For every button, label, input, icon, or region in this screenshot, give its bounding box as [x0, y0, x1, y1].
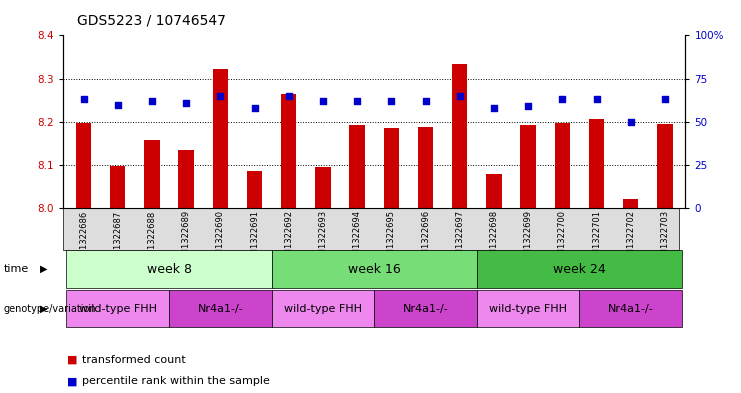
Bar	[144, 140, 159, 208]
Text: GSM1322691: GSM1322691	[250, 210, 259, 266]
Bar	[579, 290, 682, 327]
Point	[419, 98, 431, 104]
Bar	[169, 290, 272, 327]
Text: GSM1322694: GSM1322694	[353, 210, 362, 266]
Bar	[281, 94, 296, 208]
Text: wild-type FHH: wild-type FHH	[489, 303, 567, 314]
Bar	[272, 250, 476, 288]
Bar	[67, 250, 272, 288]
Bar	[315, 167, 330, 208]
Text: GSM1322687: GSM1322687	[113, 210, 122, 266]
Text: GSM1322693: GSM1322693	[319, 210, 328, 266]
Point	[180, 100, 192, 106]
Text: GSM1322689: GSM1322689	[182, 210, 190, 266]
Text: Nr4a1-/-: Nr4a1-/-	[402, 303, 448, 314]
Bar	[589, 119, 604, 208]
Text: week 24: week 24	[553, 263, 606, 276]
Text: Nr4a1-/-: Nr4a1-/-	[197, 303, 243, 314]
Bar	[476, 290, 579, 327]
Point	[625, 119, 637, 125]
Bar	[272, 290, 374, 327]
Text: ■: ■	[67, 376, 77, 386]
Bar	[520, 125, 536, 208]
Bar	[350, 125, 365, 208]
Bar	[623, 199, 639, 208]
Text: GSM1322686: GSM1322686	[79, 210, 88, 266]
Text: ▶: ▶	[40, 303, 47, 314]
Text: GSM1322698: GSM1322698	[489, 210, 499, 266]
Point	[283, 93, 295, 99]
Text: wild-type FHH: wild-type FHH	[284, 303, 362, 314]
Point	[248, 105, 260, 111]
Text: GSM1322696: GSM1322696	[421, 210, 430, 266]
Bar	[247, 171, 262, 208]
Bar	[452, 64, 468, 208]
Point	[556, 96, 568, 103]
Text: GSM1322690: GSM1322690	[216, 210, 225, 266]
Text: GSM1322692: GSM1322692	[285, 210, 293, 266]
Bar	[476, 250, 682, 288]
Text: GSM1322703: GSM1322703	[660, 210, 669, 266]
Text: transformed count: transformed count	[82, 354, 185, 365]
Point	[112, 101, 124, 108]
Bar	[110, 166, 125, 208]
Text: ▶: ▶	[40, 264, 47, 274]
Text: GSM1322697: GSM1322697	[455, 210, 464, 266]
Bar	[657, 124, 673, 208]
Text: wild-type FHH: wild-type FHH	[79, 303, 156, 314]
Bar	[76, 123, 91, 208]
Bar	[486, 174, 502, 208]
Text: GDS5223 / 10746547: GDS5223 / 10746547	[78, 13, 226, 28]
Point	[488, 105, 500, 111]
Text: Nr4a1-/-: Nr4a1-/-	[608, 303, 654, 314]
Text: GSM1322700: GSM1322700	[558, 210, 567, 266]
Bar	[384, 128, 399, 208]
Point	[385, 98, 397, 104]
Text: genotype/variation: genotype/variation	[4, 303, 96, 314]
Text: GSM1322702: GSM1322702	[626, 210, 635, 266]
Text: GSM1322699: GSM1322699	[524, 210, 533, 266]
Bar	[179, 150, 194, 208]
Bar	[418, 127, 433, 208]
Text: GSM1322695: GSM1322695	[387, 210, 396, 266]
Text: ■: ■	[67, 354, 77, 365]
Point	[522, 103, 534, 109]
Text: GSM1322688: GSM1322688	[147, 210, 156, 266]
Bar	[67, 290, 169, 327]
Text: percentile rank within the sample: percentile rank within the sample	[82, 376, 270, 386]
Bar	[554, 123, 570, 208]
Text: time: time	[4, 264, 29, 274]
Point	[351, 98, 363, 104]
Point	[591, 96, 602, 103]
Point	[453, 93, 465, 99]
Bar	[374, 290, 476, 327]
Text: week 8: week 8	[147, 263, 191, 276]
Point	[659, 96, 671, 103]
Point	[146, 98, 158, 104]
Text: GSM1322701: GSM1322701	[592, 210, 601, 266]
Point	[78, 96, 90, 103]
Bar	[213, 69, 228, 208]
Point	[214, 93, 226, 99]
Text: week 16: week 16	[348, 263, 401, 276]
Point	[317, 98, 329, 104]
